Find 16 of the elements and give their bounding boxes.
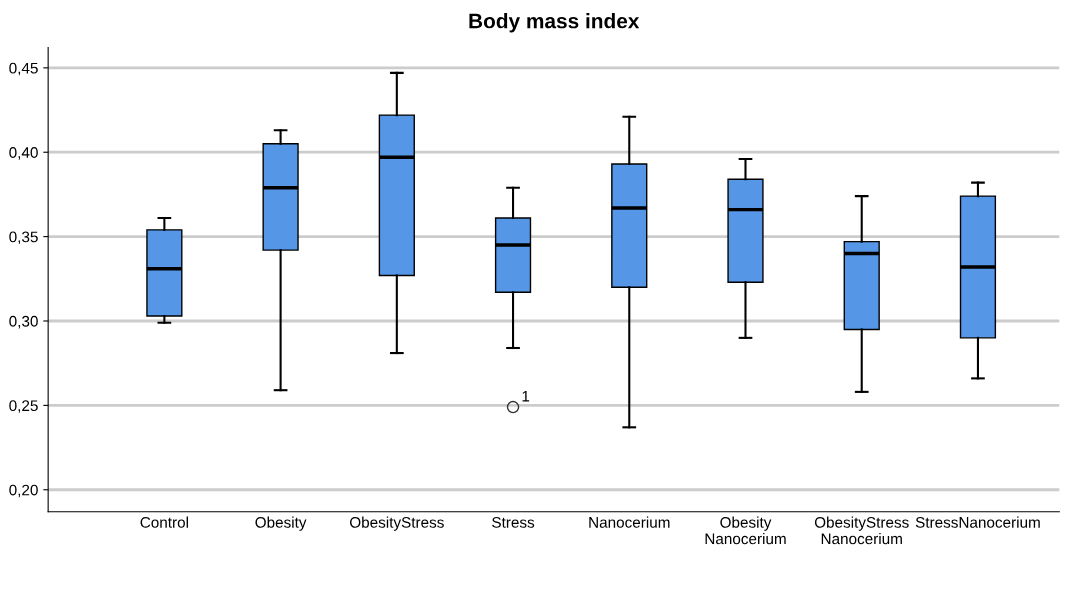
x-tick-label: Control <box>140 516 188 528</box>
x-tick-label: Obesity <box>255 516 307 531</box>
y-tick-label: 0,20 <box>9 484 38 498</box>
x-tick-label: ObesityStress Nanocerium <box>814 516 909 545</box>
x-tick-label: Obesity Nanocerium <box>705 516 786 545</box>
x-tick-label: ObesityStress <box>350 516 444 531</box>
y-tick-label: 0,25 <box>9 400 38 413</box>
y-tick-label: 0,40 <box>9 147 38 160</box>
x-tick-label: StressNanocerium <box>915 516 1040 528</box>
y-tick-label: 0,45 <box>9 62 38 76</box>
x-tick-label: Stress <box>492 516 535 528</box>
annotation: 1 <box>522 391 530 402</box>
y-tick-label: 0,30 <box>9 315 38 329</box>
chart-title: Body mass index <box>469 13 640 33</box>
x-tick-label: Nanocerium <box>589 516 670 528</box>
y-tick-label: 0,35 <box>9 231 38 245</box>
